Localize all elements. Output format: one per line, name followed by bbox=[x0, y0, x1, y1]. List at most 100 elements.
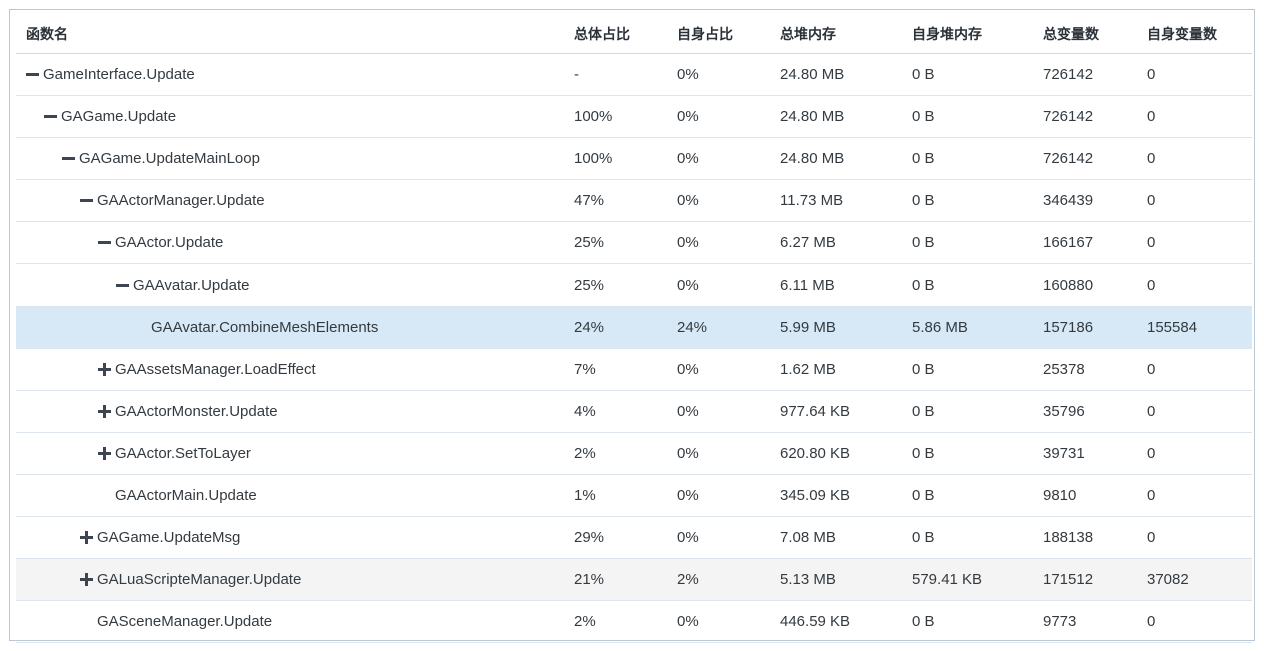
function-name-cell: GAActor.SetToLayer bbox=[26, 433, 638, 474]
function-name-cell: GAActorMain.Update bbox=[26, 475, 638, 516]
collapse-icon[interactable] bbox=[62, 152, 75, 165]
table-row[interactable]: GAGame.UpdateMainLoop 100% 0% 24.80 MB 0 B 72… bbox=[16, 138, 1252, 181]
expand-icon[interactable] bbox=[80, 531, 93, 545]
total-vars-cell: 9773 bbox=[1043, 613, 1077, 631]
total-vars-cell: 39731 bbox=[1043, 444, 1085, 462]
total-vars-cell: 35796 bbox=[1043, 402, 1085, 420]
total-heap-cell: 446.59 KB bbox=[780, 613, 851, 631]
column-header-function-name[interactable]: 函数名 bbox=[26, 25, 68, 42]
self-heap-cell: 0 B bbox=[912, 360, 935, 378]
self-vars-cell: 0 bbox=[1147, 66, 1156, 84]
function-name-label: GALuaScripteManager.Update bbox=[97, 571, 302, 589]
self-percent-cell: 0% bbox=[677, 192, 699, 210]
total-percent-cell: 24% bbox=[574, 318, 605, 336]
total-vars-cell: 9810 bbox=[1043, 487, 1077, 505]
collapse-icon[interactable] bbox=[26, 68, 39, 81]
self-vars-cell: 0 bbox=[1147, 444, 1156, 462]
self-percent-cell: 0% bbox=[677, 613, 699, 631]
table-header: 函数名 总体占比 自身占比 总堆内存 自身堆内存 总变量数 自身变量数 bbox=[16, 14, 1252, 54]
collapse-icon[interactable] bbox=[116, 279, 129, 292]
self-heap-cell: 0 B bbox=[912, 529, 935, 547]
expand-icon[interactable] bbox=[80, 573, 93, 587]
total-percent-cell: 2% bbox=[574, 613, 596, 631]
function-name-label: GAActorManager.Update bbox=[97, 192, 265, 210]
total-heap-cell: 6.11 MB bbox=[780, 276, 835, 294]
total-heap-cell: 24.80 MB bbox=[780, 66, 845, 84]
table-row[interactable]: GAActorMain.Update 1% 0% 345.09 KB 0 B 9810 0 bbox=[16, 475, 1252, 518]
self-vars-cell: 0 bbox=[1147, 276, 1156, 294]
total-percent-cell: 21% bbox=[574, 571, 605, 589]
table-row[interactable]: GAAvatar.CombineMeshElements 24% 24% 5.99 M… bbox=[16, 306, 1252, 349]
total-vars-cell: 160880 bbox=[1043, 276, 1094, 294]
self-heap-cell: 0 B bbox=[912, 487, 935, 505]
table-row[interactable]: GAActorManager.Update 47% 0% 11.73 MB 0 B 346… bbox=[16, 180, 1252, 223]
collapse-icon[interactable] bbox=[80, 194, 93, 207]
total-vars-cell: 166167 bbox=[1043, 234, 1094, 252]
self-percent-cell: 2% bbox=[677, 571, 699, 589]
table-row[interactable]: GAAvatar.Update 25% 0% 6.11 MB 0 B 160880 0 bbox=[16, 265, 1252, 307]
self-percent-cell: 0% bbox=[677, 529, 699, 547]
self-heap-cell: 579.41 KB bbox=[912, 571, 983, 589]
collapse-icon[interactable] bbox=[98, 236, 111, 249]
total-percent-cell: 100% bbox=[574, 108, 613, 126]
function-name-cell: GAGame.Update bbox=[26, 96, 584, 137]
self-vars-cell: 0 bbox=[1147, 192, 1156, 210]
function-name-label: GAActor.SetToLayer bbox=[115, 444, 251, 462]
self-heap-cell: 0 B bbox=[912, 108, 935, 126]
self-percent-cell: 0% bbox=[677, 276, 699, 294]
total-heap-cell: 5.13 MB bbox=[780, 571, 836, 589]
function-name-cell: GAAvatar.Update bbox=[26, 265, 656, 306]
self-percent-cell: 0% bbox=[677, 150, 699, 168]
self-heap-cell: 0 B bbox=[912, 613, 935, 631]
table-row[interactable]: GAAssetsManager.LoadEffect 7% 0% 1.62 MB 0 B… bbox=[16, 349, 1252, 391]
total-vars-cell: 171512 bbox=[1043, 571, 1094, 589]
self-percent-cell: 0% bbox=[677, 234, 699, 252]
function-name-cell: GameInterface.Update bbox=[26, 54, 566, 95]
table-row[interactable]: GAGame.Update 100% 0% 24.80 MB 0 B 726142 0 bbox=[16, 96, 1252, 139]
total-heap-cell: 24.80 MB bbox=[780, 150, 845, 168]
total-heap-cell: 11.73 MB bbox=[780, 192, 844, 210]
self-percent-cell: 0% bbox=[677, 402, 699, 420]
expand-icon[interactable] bbox=[98, 446, 111, 460]
total-heap-cell: 620.80 KB bbox=[780, 444, 851, 462]
function-name-label: GAAssetsManager.LoadEffect bbox=[115, 360, 316, 378]
total-heap-cell: 5.99 MB bbox=[780, 318, 836, 336]
total-vars-cell: 188138 bbox=[1043, 529, 1094, 547]
self-heap-cell: 5.86 MB bbox=[912, 318, 968, 336]
table-row[interactable]: GAActor.Update 25% 0% 6.27 MB 0 B 166167 0 bbox=[16, 222, 1252, 265]
self-heap-cell: 0 B bbox=[912, 192, 935, 210]
self-percent-cell: 0% bbox=[677, 360, 699, 378]
total-heap-cell: 1.62 MB bbox=[780, 360, 836, 378]
total-heap-cell: 977.64 KB bbox=[780, 402, 851, 420]
column-header-self-percent[interactable]: 自身占比 bbox=[677, 25, 733, 42]
function-name-label: GAActor.Update bbox=[115, 234, 224, 252]
function-name-label: GameInterface.Update bbox=[43, 66, 195, 84]
table-row[interactable]: GameInterface.Update - 0% 24.80 MB 0 B 726142… bbox=[16, 54, 1252, 97]
table-row[interactable]: GAActorMonster.Update 4% 0% 977.64 KB 0 B 357… bbox=[16, 391, 1252, 433]
column-header-total-heap[interactable]: 总堆内存 bbox=[780, 25, 836, 42]
total-percent-cell: 47% bbox=[574, 192, 605, 210]
column-header-total-percent[interactable]: 总体占比 bbox=[574, 25, 630, 42]
column-header-self-vars[interactable]: 自身变量数 bbox=[1147, 25, 1217, 42]
total-vars-cell: 726142 bbox=[1043, 108, 1094, 126]
total-heap-cell: 7.08 MB bbox=[780, 529, 836, 547]
function-name-cell: GAAvatar.CombineMeshElements bbox=[26, 307, 674, 348]
total-vars-cell: 726142 bbox=[1043, 66, 1094, 84]
function-name-cell: GALuaScripteManager.Update bbox=[26, 559, 620, 600]
expand-icon[interactable] bbox=[98, 404, 111, 418]
expand-icon[interactable] bbox=[98, 362, 111, 376]
table-row[interactable]: GAActor.SetToLayer 2% 0% 620.80 KB 0 B 39731 0 bbox=[16, 433, 1252, 475]
self-vars-cell: 0 bbox=[1147, 150, 1156, 168]
function-name-cell: GAGame.UpdateMsg bbox=[26, 517, 620, 558]
self-heap-cell: 0 B bbox=[912, 234, 935, 252]
column-header-self-heap[interactable]: 自身堆内存 bbox=[912, 25, 982, 42]
table-row[interactable]: GAGame.UpdateMsg 29% 0% 7.08 MB 0 B 188138 0 bbox=[16, 517, 1252, 560]
column-header-total-vars[interactable]: 总变量数 bbox=[1043, 25, 1099, 42]
function-name-label: GAGame.UpdateMainLoop bbox=[79, 150, 260, 168]
profiler-table: 函数名 总体占比 自身占比 总堆内存 自身堆内存 总变量数 自身变量数 Game… bbox=[9, 9, 1255, 644]
table-row[interactable]: GASceneManager.Update 2% 0% 446.59 KB 0 B 977… bbox=[16, 601, 1252, 644]
table-row[interactable]: GALuaScripteManager.Update 21% 2% 5.13 MB 57… bbox=[16, 559, 1252, 602]
function-name-cell: GAGame.UpdateMainLoop bbox=[26, 138, 602, 179]
total-percent-cell: 4% bbox=[574, 402, 596, 420]
collapse-icon[interactable] bbox=[44, 110, 57, 123]
